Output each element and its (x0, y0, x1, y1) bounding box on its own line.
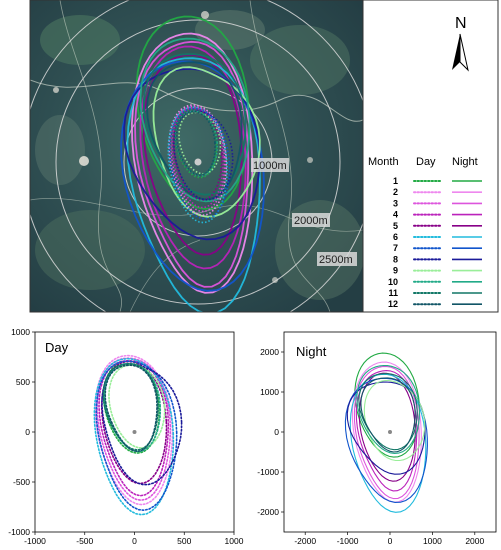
center-point (132, 430, 137, 434)
legend-month-3: 3 (393, 198, 398, 208)
series-month-6 (349, 373, 427, 513)
x-tick-label: 500 (177, 536, 191, 546)
series-month-3 (353, 365, 420, 500)
x-tick-label: -2000 (294, 536, 316, 546)
legend-month-5: 5 (393, 221, 398, 231)
x-tick-label: 2000 (465, 536, 484, 546)
series-month-10 (356, 364, 421, 455)
y-tick-label: -1000 (8, 527, 30, 537)
ring-label-2500m: 2500m (319, 254, 353, 266)
y-tick-label: 1000 (260, 387, 279, 397)
ring-label-1000m: 1000m (253, 160, 287, 172)
legend-month-11: 11 (388, 288, 398, 298)
y-tick-label: -500 (13, 477, 30, 487)
legend-month-7: 7 (393, 243, 398, 253)
legend-month-12: 12 (388, 299, 398, 309)
y-tick-label: 500 (16, 377, 30, 387)
map-day-contour-12 (175, 110, 216, 177)
center-point (194, 158, 202, 166)
y-tick-label: -1000 (257, 467, 279, 477)
x-tick-label: 1000 (423, 536, 442, 546)
day-panel-label: Day (45, 340, 69, 355)
series-month-5 (100, 360, 168, 485)
series-month-4 (355, 370, 418, 492)
series-month-5 (358, 372, 416, 482)
map-night-contour-10 (139, 37, 251, 203)
map-night-contour-7 (120, 60, 265, 292)
day-panel: Day -1000 -500 0 500 1000 -1000 -500 0 500 1000 (8, 327, 243, 546)
map-night-contour-2 (130, 32, 254, 294)
x-tick-label: -1000 (337, 536, 359, 546)
night-series (344, 352, 428, 513)
y-tick-label: 2000 (260, 347, 279, 357)
series-month-1 (354, 352, 421, 458)
map-day-contour-7 (169, 107, 231, 220)
ring-label-2000m: 2000m (294, 215, 328, 227)
map-night-contour-3 (134, 40, 250, 288)
map-night-contour-12 (146, 61, 243, 201)
map-day-contour-2 (168, 104, 228, 217)
night-ticks: -2000 -1000 0 1000 2000 -2000 -1000 0 1000 2000 (257, 347, 484, 546)
x-tick-label: -500 (76, 536, 93, 546)
legend-month-4: 4 (393, 210, 398, 220)
map-contours (120, 15, 265, 312)
series-month-2 (351, 361, 422, 503)
center-point (388, 430, 392, 434)
y-tick-label: 0 (274, 427, 279, 437)
map-night-contour-9 (152, 66, 261, 218)
map-night-contour-6 (126, 57, 261, 312)
x-tick-label: 0 (132, 536, 137, 546)
series-month-3 (96, 357, 172, 502)
map-night-contour-8 (123, 67, 261, 241)
map-night-contour-4 (139, 45, 247, 270)
x-tick-label: -1000 (24, 536, 46, 546)
night-panel: Night -2000 -1000 0 1000 2000 -2000 -1000 0 1000… (257, 331, 497, 546)
legend-month-10: 10 (388, 277, 398, 287)
x-tick-label: 0 (388, 536, 393, 546)
series-month-7 (95, 360, 178, 512)
y-tick-label: 0 (25, 427, 30, 437)
legend-month-8: 8 (393, 254, 398, 264)
legend-month-2: 2 (393, 187, 398, 197)
day-ticks: -1000 -500 0 500 1000 -1000 -500 0 500 1000 (8, 327, 243, 546)
y-tick-label: -2000 (257, 507, 279, 517)
series-month-12 (104, 364, 158, 453)
map-night-contour-1 (135, 15, 251, 210)
north-label: N (455, 15, 467, 32)
series-month-2 (94, 354, 174, 506)
legend-month-1: 1 (393, 176, 398, 186)
map-day-contour-9 (178, 111, 222, 175)
legend-month-6: 6 (393, 232, 398, 242)
day-series (93, 354, 183, 516)
night-panel-label: Night (296, 344, 327, 359)
legend-month-9: 9 (393, 266, 398, 276)
ring-2000m (55, 19, 341, 305)
series-month-11 (102, 363, 159, 451)
legend-header-night: Night (452, 156, 478, 168)
y-tick-label: 1000 (11, 327, 30, 337)
north-arrow-icon: N (452, 15, 469, 72)
series-month-8 (101, 363, 183, 486)
x-tick-label: 1000 (225, 536, 244, 546)
legend-header-day: Day (416, 156, 436, 168)
map-day-contour-6 (167, 106, 228, 224)
map-panel: 1000m 2000m 2500m (30, 0, 363, 312)
series-month-12 (360, 377, 416, 453)
legend-header-month: Month (368, 156, 399, 168)
map-day-contour-8 (173, 110, 234, 201)
series-month-9 (363, 379, 426, 462)
